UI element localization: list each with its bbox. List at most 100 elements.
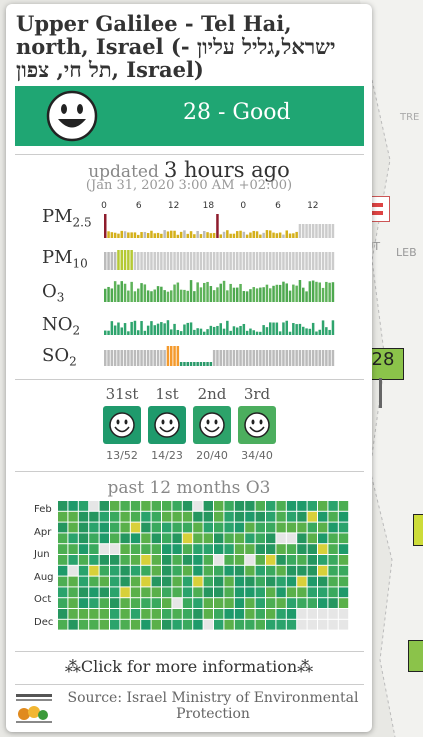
history-bar [143, 330, 147, 335]
calendar-cell [78, 587, 89, 598]
calendar-cell [172, 565, 182, 576]
history-bar [110, 252, 114, 270]
history-bar [321, 224, 325, 238]
divider [15, 379, 364, 380]
calendar-cell [193, 544, 203, 554]
calendar-cell [328, 501, 338, 511]
calendar-cell [68, 609, 78, 619]
history-bar [120, 230, 123, 238]
calendar-cell [110, 544, 120, 554]
history-bar [269, 252, 272, 270]
history-bar [176, 234, 180, 238]
history-bar [183, 324, 186, 335]
history-bar [113, 350, 117, 366]
history-bar [242, 252, 246, 270]
calendar-cell [141, 501, 151, 511]
calendar-cell [162, 533, 172, 544]
calendar-cell [214, 555, 224, 565]
history-bar [239, 283, 242, 302]
calendar-cell [151, 555, 161, 565]
calendar-cell [245, 522, 255, 533]
calendar-cell [297, 501, 307, 511]
calendar-cell [276, 511, 286, 522]
history-bar [209, 362, 213, 366]
calendar-cell [328, 619, 338, 630]
calendar-cell [286, 522, 297, 533]
calendar-cell [193, 609, 203, 619]
calendar-cell [68, 565, 78, 576]
history-bar [275, 252, 279, 270]
history-bar [308, 252, 312, 270]
forecast-day-box[interactable] [238, 406, 276, 444]
calendar-cell [68, 511, 78, 522]
history-bar [216, 325, 219, 335]
calendar-cell [78, 555, 89, 565]
calendar-cell [307, 555, 317, 565]
calendar-cell [245, 587, 255, 598]
history-bar [239, 230, 242, 238]
history-bar [295, 324, 298, 335]
history-bar [305, 224, 308, 238]
history-bar [239, 252, 242, 270]
calendar-cell [338, 555, 349, 565]
calendar-cell [286, 587, 297, 598]
forecast-day-box[interactable] [193, 406, 231, 444]
calendar-cell [255, 619, 265, 630]
calendar-cell [255, 598, 265, 608]
forecast-day-box[interactable] [148, 406, 186, 444]
history-bar [272, 350, 275, 366]
calendar-cell [266, 619, 276, 630]
past-months-calendar[interactable] [58, 501, 358, 641]
history-bar [328, 252, 331, 270]
history-bar [219, 234, 222, 238]
history-bar [282, 252, 285, 270]
calendar-cell [130, 587, 141, 598]
map-marker-aqi[interactable] [413, 514, 423, 546]
history-bar [255, 350, 259, 366]
history-bar [183, 252, 186, 270]
calendar-cell [214, 533, 224, 544]
history-bar [265, 350, 269, 366]
history-bar [311, 224, 315, 238]
pollutant-history-chart[interactable]: 0 6 12 18 0 6 12 [6, 196, 372, 366]
more-info-link[interactable]: ⁂Click for more information⁂ [64, 657, 314, 676]
past-months-title: past 12 months O3 [107, 478, 271, 498]
calendar-cell [120, 587, 130, 598]
calendar-cell [245, 609, 255, 619]
history-bar [173, 252, 176, 270]
history-bar [262, 350, 265, 366]
station-popup[interactable]: Upper Galilee - Tel Hai, north, Israel (… [6, 4, 372, 732]
history-bar [232, 350, 236, 366]
calendar-cell [255, 555, 265, 565]
calendar-cell [130, 619, 141, 630]
map-marker-aqi[interactable] [408, 640, 423, 672]
calendar-cell [224, 598, 234, 608]
history-bar [265, 284, 269, 302]
forecast-day-label: 3rd [243, 385, 271, 403]
calendar-cell [130, 576, 141, 587]
month-label: Jun [34, 549, 50, 561]
calendar-cell [338, 501, 349, 511]
calendar-cell [99, 511, 109, 522]
calendar-cell [141, 576, 151, 587]
calendar-cell [130, 598, 141, 608]
calendar-cell [328, 598, 338, 608]
history-bar [117, 250, 120, 270]
calendar-cell [193, 598, 203, 608]
history-bar [199, 252, 203, 270]
calendar-cell [224, 609, 234, 619]
smiley-face-icon [46, 90, 98, 142]
calendar-cell [58, 555, 68, 565]
history-bar [236, 327, 239, 335]
forecast-day-box[interactable] [103, 406, 141, 444]
history-bar [163, 350, 166, 366]
history-bar [137, 234, 140, 238]
pollutant-label-o3: O3 [42, 281, 65, 305]
calendar-cell [203, 533, 213, 544]
aqi-value: 28 - Good [183, 100, 291, 125]
history-bar [305, 328, 308, 335]
history-bar [302, 287, 305, 302]
history-bar [173, 346, 176, 366]
calendar-cell [214, 598, 224, 608]
history-bar [183, 289, 186, 302]
